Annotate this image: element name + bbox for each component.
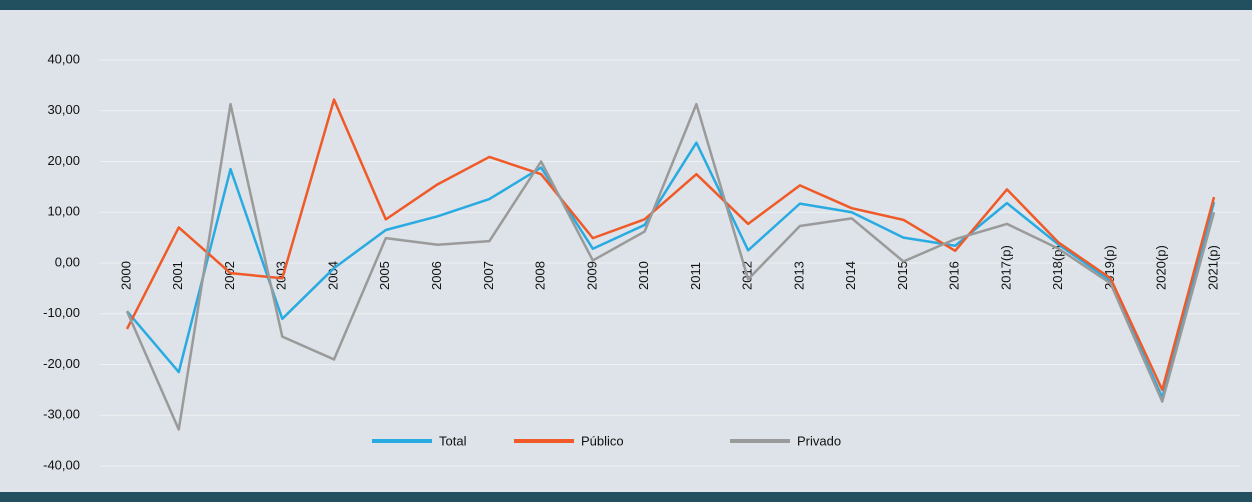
x-tick-label: 2004 [325,261,340,290]
y-tick-label: 20,00 [47,153,80,168]
y-tick-label: 40,00 [47,51,80,66]
x-tick-label: 2020(p) [1154,245,1169,290]
series-line [125,102,1216,431]
x-tick-label: 2000 [118,261,133,290]
bottom-bar [0,492,1252,502]
y-tick-label: 0,00 [55,254,80,269]
x-tick-label: 2018(p) [1050,245,1065,290]
y-tick-label: -10,00 [43,305,80,320]
x-tick-label: 2005 [377,261,392,290]
legend-label: Total [439,433,467,448]
x-tick-label: 2009 [584,261,599,290]
x-tick-label: 2010 [636,261,651,290]
legend-label: Público [581,433,624,448]
series-line [126,141,1216,399]
x-tick-label: 2017(p) [998,245,1013,290]
x-tick-label: 2013 [791,261,806,290]
x-tick-label: 2015 [895,261,910,290]
y-tick-label: -30,00 [43,407,80,422]
x-tick-label: 2006 [429,261,444,290]
x-tick-label: 2021(p) [1205,245,1220,290]
y-tick-label: 10,00 [47,204,80,219]
y-tick-label: -40,00 [43,457,80,472]
y-tick-label: -20,00 [43,356,80,371]
x-tick-label: 2007 [481,261,496,290]
y-tick-label: 30,00 [47,102,80,117]
x-tick-label: 2001 [170,261,185,290]
x-tick-label: 2002 [222,261,237,290]
x-tick-label: 2008 [533,261,548,290]
top-bar [0,0,1252,10]
series-line [125,98,1216,392]
x-tick-label: 2016 [947,261,962,290]
x-tick-label: 2014 [843,261,858,290]
legend-label: Privado [797,433,841,448]
x-tick-label: 2011 [688,262,703,290]
